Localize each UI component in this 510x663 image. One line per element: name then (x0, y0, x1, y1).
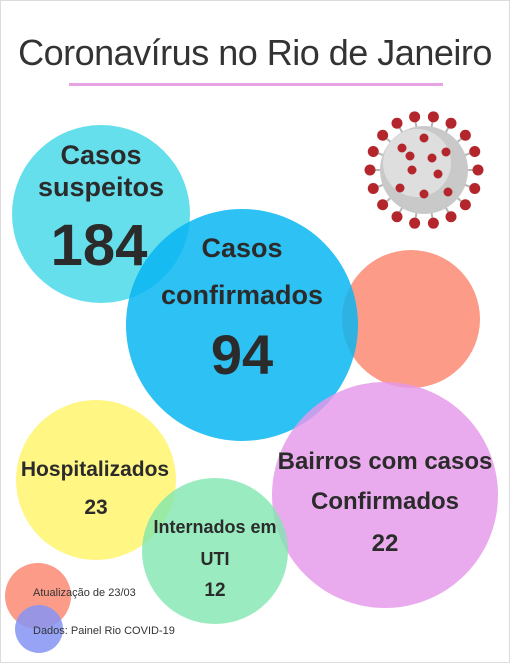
salmon-bubble (342, 250, 480, 388)
hospitalizados-value: 23 (84, 496, 108, 519)
page-title: Coronavírus no Rio de Janeiro (18, 32, 492, 73)
confirmados-value: 94 (210, 323, 274, 386)
bairros-bubble (272, 382, 498, 608)
uti-label-line1: Internados em (153, 517, 277, 537)
coronavirus-icon (364, 111, 484, 229)
confirmados-label-line1: Casos (201, 233, 283, 263)
dados-text: Dados: Painel Rio COVID-19 (33, 625, 175, 637)
uti-bubble (142, 478, 288, 624)
suspeitos-label-line2: suspeitos (37, 172, 165, 202)
bairros-label-line1: Bairros com casos (277, 448, 493, 475)
atualizacao-text: Atualização de 23/03 (33, 587, 136, 599)
suspeitos-label-line1: Casos (60, 140, 142, 170)
bairros-value: 22 (371, 530, 399, 557)
uti-label-line2: UTI (200, 549, 230, 569)
bairros-label-line2: Confirmados (310, 488, 459, 515)
suspeitos-value: 184 (50, 213, 148, 278)
hospitalizados-label: Hospitalizados (20, 458, 170, 481)
uti-value: 12 (204, 580, 226, 601)
dados-legend-dot (15, 605, 63, 653)
title-underline (69, 83, 443, 86)
confirmados-label-line2: confirmados (160, 280, 324, 310)
